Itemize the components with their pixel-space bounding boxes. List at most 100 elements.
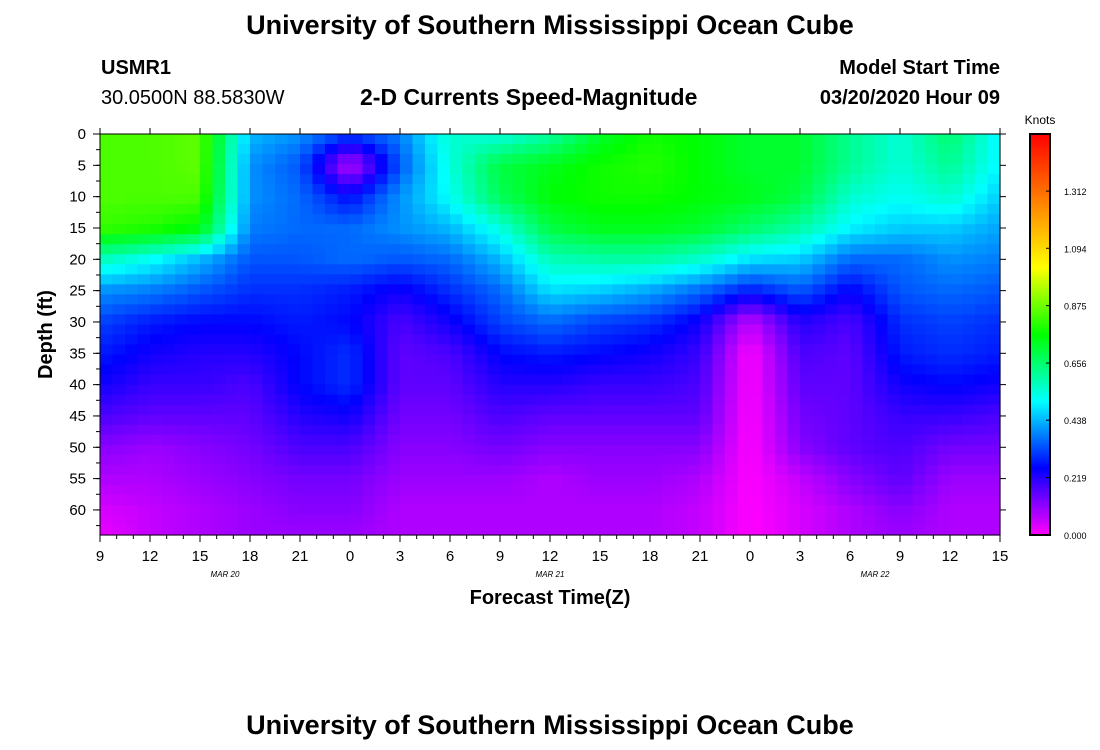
heatmap-cell — [812, 344, 826, 356]
heatmap-cell — [437, 364, 451, 376]
heatmap-cell — [150, 304, 164, 316]
heatmap-cell — [950, 164, 964, 175]
heatmap-cell — [600, 264, 614, 275]
colorbar-cell — [1030, 360, 1050, 364]
colorbar-cell — [1030, 430, 1050, 434]
heatmap-cell — [312, 234, 326, 245]
heatmap-cell — [400, 284, 414, 295]
heatmap-cell — [537, 134, 551, 145]
heatmap-cell — [312, 314, 326, 326]
heatmap-cell — [662, 224, 676, 235]
heatmap-cell — [350, 434, 364, 446]
heatmap-cell — [437, 214, 451, 225]
heatmap-cell — [525, 334, 539, 346]
heatmap-cell — [550, 314, 564, 326]
heatmap-cell — [950, 224, 964, 235]
x-tick-label: 9 — [96, 548, 104, 565]
heatmap-cell — [287, 494, 301, 506]
colorbar-cell — [1030, 334, 1050, 338]
heatmap-cell — [875, 424, 889, 436]
heatmap-cell — [775, 184, 789, 195]
heatmap-cell — [375, 204, 389, 215]
heatmap-cell — [775, 244, 789, 255]
heatmap-cell — [137, 374, 151, 386]
heatmap-cell — [425, 164, 439, 175]
heatmap-cell — [787, 424, 801, 436]
heatmap-cell — [412, 314, 426, 326]
heatmap-cell — [687, 294, 701, 306]
heatmap-cell — [962, 414, 976, 426]
heatmap-cell — [562, 524, 576, 536]
x-tick-label: 9 — [896, 548, 904, 565]
heatmap-cell — [775, 394, 789, 406]
heatmap-cell — [212, 354, 226, 366]
heatmap-cell — [750, 334, 764, 346]
heatmap-cell — [225, 274, 239, 285]
heatmap-cell — [812, 324, 826, 336]
heatmap-cell — [300, 334, 314, 346]
heatmap-cell — [862, 384, 876, 396]
heatmap-cell — [450, 314, 464, 326]
heatmap-cell — [300, 254, 314, 265]
heatmap-cell — [850, 224, 864, 235]
heatmap-cell — [837, 164, 851, 175]
heatmap-cell — [487, 274, 501, 285]
heatmap-cell — [325, 494, 339, 506]
heatmap-cell — [537, 314, 551, 326]
heatmap-cell — [400, 394, 414, 406]
heatmap-cell — [537, 374, 551, 386]
heatmap-cell — [587, 374, 601, 386]
heatmap-cell — [625, 314, 639, 326]
heatmap-cell — [212, 414, 226, 426]
heatmap-cell — [462, 474, 476, 486]
heatmap-cell — [775, 404, 789, 416]
heatmap-cell — [150, 374, 164, 386]
heatmap-cell — [350, 134, 364, 145]
colorbar-cell — [1030, 148, 1050, 151]
heatmap-cell — [137, 424, 151, 436]
heatmap-cell — [612, 484, 626, 496]
heatmap-cell — [812, 524, 826, 536]
heatmap-cell — [837, 434, 851, 446]
heatmap-cell — [850, 424, 864, 436]
colorbar-cell — [1030, 262, 1050, 265]
heatmap-cell — [475, 334, 489, 346]
heatmap-cell — [525, 444, 539, 456]
heatmap-cell — [175, 364, 189, 376]
heatmap-cell — [137, 344, 151, 356]
heatmap-cell — [887, 284, 901, 295]
heatmap-cell — [312, 364, 326, 376]
colorbar-cell — [1030, 218, 1050, 221]
heatmap-cell — [187, 334, 201, 346]
heatmap-cell — [587, 414, 601, 426]
heatmap-cell — [462, 174, 476, 185]
heatmap-cell — [450, 474, 464, 486]
heatmap-cell — [637, 364, 651, 376]
heatmap-cell — [250, 464, 264, 476]
heatmap-cell — [675, 444, 689, 456]
colorbar-cell — [1030, 282, 1050, 285]
heatmap-cell — [887, 454, 901, 466]
heatmap-cell — [387, 474, 401, 486]
heatmap-cell — [525, 304, 539, 316]
heatmap-cell — [200, 484, 214, 496]
heatmap-cell — [550, 384, 564, 396]
heatmap-cell — [625, 294, 639, 306]
heatmap-cell — [350, 494, 364, 506]
heatmap-cell — [900, 524, 914, 536]
heatmap-cell — [650, 304, 664, 316]
x-tick-label: 12 — [942, 548, 959, 565]
heatmap-cell — [825, 264, 839, 275]
heatmap-cell — [100, 494, 114, 506]
heatmap-cell — [900, 324, 914, 336]
heatmap-cell — [137, 364, 151, 376]
heatmap-cell — [312, 324, 326, 336]
heatmap-cell — [225, 194, 239, 205]
heatmap-cell — [375, 234, 389, 245]
heatmap-cell — [562, 254, 576, 265]
heatmap-cell — [350, 374, 364, 386]
heatmap-cell — [675, 194, 689, 205]
heatmap-cell — [325, 144, 339, 155]
heatmap-cell — [750, 374, 764, 386]
heatmap-cell — [412, 424, 426, 436]
